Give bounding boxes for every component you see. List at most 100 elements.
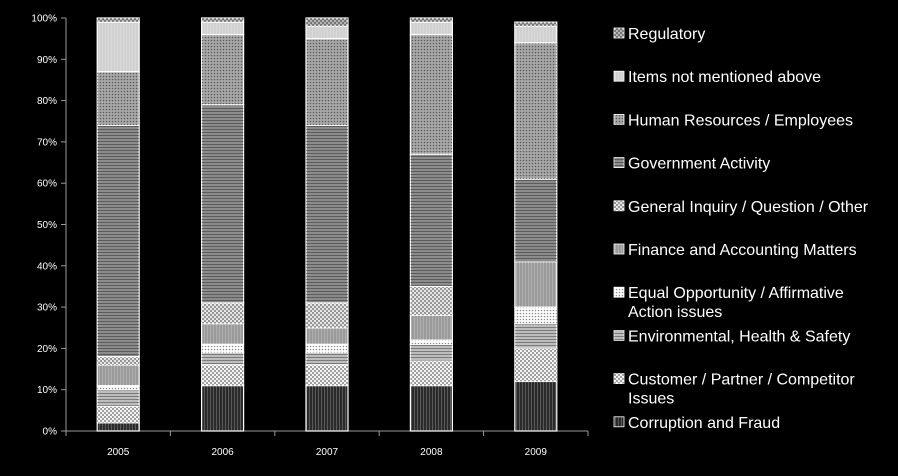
x-tick-label: 2005 xyxy=(107,447,130,458)
axes-layer: 0% 10% 20% 30% 40% 50% 60% 70% 80% 90% 100% 2005 200… xyxy=(31,14,589,458)
legend-label: Regulatory xyxy=(628,26,705,43)
bar-segment xyxy=(409,285,453,316)
x-tick-label: 2009 xyxy=(525,447,548,458)
y-tick-label: 60% xyxy=(37,179,57,190)
bar-segment xyxy=(409,343,453,362)
bar-segment xyxy=(305,343,349,354)
bar-segment xyxy=(409,384,453,432)
bar-segment xyxy=(409,17,453,23)
legend-label: Finance and Accounting Matters xyxy=(628,242,857,259)
bar-segment xyxy=(96,422,140,432)
legend-item: Regulatory xyxy=(613,26,705,43)
y-tick-label: 40% xyxy=(37,261,57,272)
legend-label: Customer / Partner / Competitor xyxy=(628,372,855,389)
bar-segment xyxy=(305,351,349,366)
bar-stack-2006 xyxy=(201,17,245,432)
bar-stack-2007 xyxy=(305,17,349,432)
legend-label: Items not mentioned above xyxy=(628,69,821,86)
bar-segment xyxy=(305,25,349,40)
bar-segment xyxy=(96,364,140,387)
y-tick-label: 20% xyxy=(37,344,57,355)
legend-label: Environmental, Health & Safety xyxy=(628,328,850,345)
bar-segment xyxy=(409,339,453,345)
bar-segment xyxy=(201,351,245,366)
legend-item: Environmental, Health & Safety xyxy=(613,328,850,345)
legend-item: Government Activity xyxy=(613,156,770,173)
legend-swatch-texture xyxy=(614,71,624,82)
legend-label: Human Resources / Employees xyxy=(628,112,853,129)
y-tick-label: 80% xyxy=(37,96,57,107)
legend-item: General Inquiry / Question / Other xyxy=(613,199,869,216)
legend-swatch-texture xyxy=(614,157,624,168)
legend-label: Equal Opportunity / Affirmative xyxy=(628,285,844,302)
y-tick-label: 70% xyxy=(37,137,57,148)
y-tick-label: 90% xyxy=(37,55,57,66)
x-tick-label: 2006 xyxy=(211,447,234,458)
bar-segment xyxy=(409,153,453,288)
legend-label: Corruption and Fraud xyxy=(628,415,780,432)
bar-stack-2008 xyxy=(409,17,453,432)
bar-segment xyxy=(201,384,245,432)
bar-segment xyxy=(514,347,558,383)
bar-stack-2005 xyxy=(96,17,140,432)
bar-segment xyxy=(409,33,453,155)
legend-label: Government Activity xyxy=(628,156,770,173)
bar-segment xyxy=(305,384,349,432)
y-tick-label: 50% xyxy=(37,220,57,231)
y-tick-label: 0% xyxy=(43,427,58,438)
bar-stack-2009 xyxy=(514,21,558,432)
bar-segment xyxy=(305,38,349,126)
bar-segment xyxy=(201,104,245,304)
bar-segment xyxy=(409,360,453,387)
bar-segment xyxy=(305,17,349,27)
bar-segment xyxy=(305,302,349,329)
bar-segment xyxy=(514,323,558,349)
bar-segment xyxy=(201,343,245,354)
legend-swatch-texture xyxy=(614,330,624,341)
bar-segment xyxy=(96,384,140,391)
legend-item: Items not mentioned above xyxy=(613,69,821,86)
bar-segment xyxy=(305,364,349,387)
legend-swatch-texture xyxy=(614,373,624,384)
bar-segment xyxy=(201,17,245,23)
legend-item: Finance and Accounting Matters xyxy=(613,242,857,259)
bar-segment xyxy=(96,356,140,366)
bars-layer xyxy=(96,17,558,432)
bar-segment xyxy=(305,327,349,345)
bar-segment xyxy=(96,71,140,126)
x-tick-label: 2008 xyxy=(420,447,443,458)
legend-swatch-texture xyxy=(614,200,624,211)
bar-segment xyxy=(409,21,453,36)
bar-segment xyxy=(514,380,558,432)
bar-segment xyxy=(514,21,558,27)
legend-swatch-texture xyxy=(614,114,624,125)
bar-segment xyxy=(201,21,245,36)
bar-segment xyxy=(409,314,453,341)
legend-swatch-texture xyxy=(614,28,624,38)
y-tick-label: 30% xyxy=(37,303,57,314)
legend-label: Action issues xyxy=(628,304,722,321)
legend-swatch-texture xyxy=(614,287,624,298)
legend-item: Equal Opportunity / Affirmative Action is… xyxy=(613,285,844,321)
bar-segment xyxy=(514,25,558,44)
bar-segment xyxy=(201,33,245,106)
bar-segment xyxy=(514,178,558,263)
bar-segment xyxy=(514,306,558,325)
bar-segment xyxy=(514,261,558,308)
bar-segment xyxy=(201,302,245,325)
legend-item: Customer / Partner / Competitor Issues xyxy=(613,372,855,408)
legend-label: Issues xyxy=(628,391,674,408)
legend-item: Corruption and Fraud xyxy=(613,415,780,432)
y-tick-label: 10% xyxy=(37,385,57,396)
legend-item: Human Resources / Employees xyxy=(613,112,853,129)
legend: Regulatory Items not mentioned above Human… xyxy=(613,26,869,432)
bar-segment xyxy=(96,389,140,407)
bar-segment xyxy=(96,405,140,424)
bar-segment xyxy=(96,17,140,23)
legend-swatch-texture xyxy=(614,244,624,254)
bar-segment xyxy=(96,21,140,73)
bar-segment xyxy=(201,364,245,387)
y-tick-label: 100% xyxy=(31,14,57,25)
legend-label: General Inquiry / Question / Other xyxy=(628,199,869,216)
